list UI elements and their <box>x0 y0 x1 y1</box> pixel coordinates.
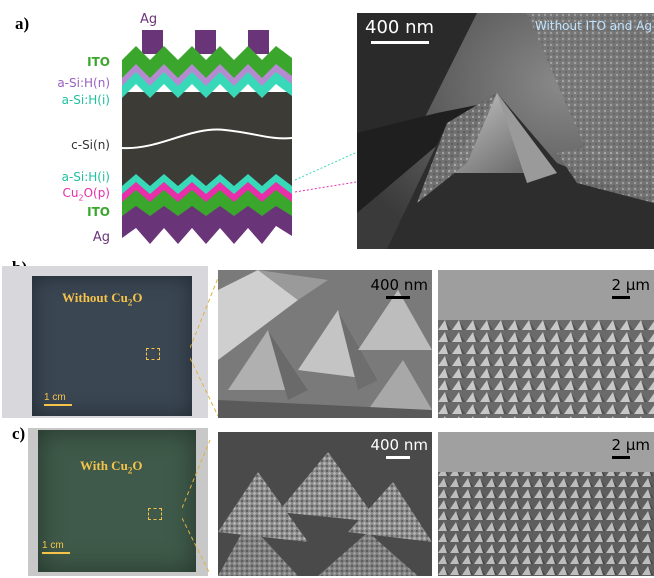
label-ag-top: Ag <box>140 12 158 27</box>
zoom-lines-b <box>190 277 219 417</box>
photo-b-caption-main: Without Cu <box>62 290 128 305</box>
sem-c-pyramids-high-mag: 400 nm <box>218 432 432 576</box>
sem-c1-scale-label: 400 nm <box>370 436 428 454</box>
sem-b-pyramids-low-mag: 2 µm <box>438 270 654 418</box>
csi-core <box>122 92 292 192</box>
core-wave-line <box>121 128 293 150</box>
sem-image-cross-section: 400 nm Without ITO and Ag <box>357 13 654 249</box>
sem-a-caption: Without ITO and Ag <box>534 19 652 33</box>
sem-b1-scale-label: 400 nm <box>370 276 428 294</box>
sem-a-scale-label: 400 nm <box>365 17 435 38</box>
photo-b-caption-sub: 2 <box>127 297 133 308</box>
sem-c1-art <box>218 432 432 576</box>
photo-c-zoom-box <box>148 508 162 520</box>
sem-b1-art <box>218 270 432 418</box>
photo-c-caption-main: With Cu <box>80 458 128 473</box>
label-asi-i-top: a-Si:H(i) <box>61 93 110 107</box>
sem-c2-scalebar <box>612 456 630 459</box>
photo-with-cu2o: With Cu2O 1 cm <box>28 428 208 576</box>
wafer-with-cu2o <box>38 430 196 572</box>
label-csi: c-Si(n) <box>71 138 110 152</box>
label-asi-i-bottom: a-Si:H(i) <box>61 170 110 184</box>
photo-b-scale-label: 1 cm <box>44 392 66 403</box>
photo-without-cu2o: Without Cu2O 1 cm <box>2 266 208 418</box>
sem-c2-art <box>438 432 654 576</box>
label-ito-bottom: ITO <box>87 205 110 219</box>
photo-b-caption: Without Cu2O <box>62 290 143 308</box>
ito-bottom-layer <box>122 190 292 220</box>
ag-bottom-layer <box>122 206 292 244</box>
ag-finger-1 <box>142 30 163 54</box>
ito-top-layer <box>122 46 292 80</box>
label-asi-n: a-Si:H(n) <box>57 76 110 90</box>
photo-b-scalebar <box>44 404 72 406</box>
photo-b-caption-tail: O <box>132 290 143 305</box>
cu2o-layer <box>122 182 292 206</box>
photo-b-zoom-box <box>146 348 160 360</box>
sem-b1-scalebar <box>386 296 410 299</box>
zoom-lines-c <box>182 439 211 575</box>
wafer-without-cu2o <box>32 276 192 416</box>
layer-stack-svg <box>121 30 293 244</box>
asi-i-top-layer <box>122 72 292 98</box>
panel-label-a: a) <box>15 14 30 33</box>
sem-a-scalebar <box>371 41 429 44</box>
schematic-diagram: Ag ITO a-Si:H(n) a-Si:H(i) c-Si(n) a-Si:… <box>0 0 300 250</box>
sem-b-pyramids-high-mag: 400 nm <box>218 270 432 418</box>
photo-c-caption-tail: O <box>132 458 143 473</box>
sem-c2-scale-label: 2 µm <box>611 436 650 454</box>
sem-cross-section-art <box>357 13 654 249</box>
asi-i-bottom-layer <box>122 174 292 198</box>
sem-b2-art <box>438 270 654 418</box>
label-ito-top: ITO <box>87 55 110 69</box>
sem-c-pyramids-low-mag: 2 µm <box>438 432 654 576</box>
label-ag-bottom: Ag <box>92 230 110 245</box>
photo-c-caption-sub: 2 <box>127 465 133 476</box>
photo-c-caption: With Cu2O <box>80 458 142 476</box>
photo-c-scalebar <box>42 552 70 554</box>
ag-finger-2 <box>195 30 216 54</box>
panel-label-c: c) <box>12 424 26 443</box>
sem-c1-scalebar <box>386 456 410 459</box>
ag-finger-3 <box>248 30 269 54</box>
asi-n-layer <box>122 64 292 88</box>
label-cu2o: Cu2O(p) <box>62 186 110 203</box>
photo-c-scale-label: 1 cm <box>42 540 64 551</box>
sem-b2-scale-label: 2 µm <box>611 276 650 294</box>
sem-b2-scalebar <box>612 296 630 299</box>
